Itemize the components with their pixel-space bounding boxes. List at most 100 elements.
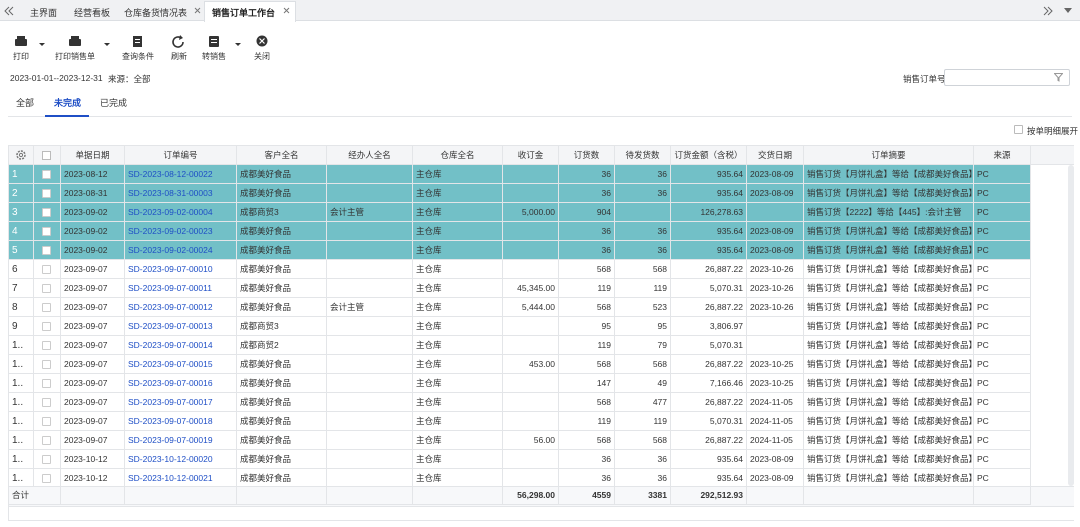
scrollbar[interactable]: [1068, 165, 1074, 486]
checkbox[interactable]: [42, 379, 51, 388]
toolbar-button[interactable]: 刷新: [171, 52, 187, 61]
table-cell: 主仓库: [413, 393, 503, 412]
toolbar-icons: [15, 35, 268, 48]
table-cell: 2023-10-25: [747, 374, 804, 393]
order-link[interactable]: SD-2023-10-12-00020: [125, 450, 237, 469]
toolbar-button[interactable]: 关闭: [254, 52, 270, 61]
close-tab[interactable]: [283, 7, 290, 14]
table-cell: 904: [559, 203, 615, 222]
table-cell: 2023-09-02: [61, 222, 125, 241]
sub-tab[interactable]: 未完成: [54, 98, 82, 108]
order-link[interactable]: SD-2023-09-07-00019: [125, 431, 237, 450]
checkbox[interactable]: [42, 398, 51, 407]
tab-menu[interactable]: [1064, 8, 1072, 14]
table-cell: 成都商贸2: [237, 336, 327, 355]
toolbar-button[interactable]: 查询条件: [122, 52, 154, 61]
row-checkbox-cell: [34, 393, 61, 412]
checkbox[interactable]: [42, 189, 51, 198]
table-cell: 主仓库: [413, 336, 503, 355]
table-cell: PC: [974, 222, 1031, 241]
checkbox[interactable]: [42, 322, 51, 331]
sub-tab[interactable]: 全部: [16, 98, 35, 108]
table-cell: 935.64: [671, 184, 747, 203]
order-link[interactable]: SD-2023-09-07-00010: [125, 260, 237, 279]
toolbar-button[interactable]: 打印销售单: [55, 52, 95, 61]
checkbox[interactable]: [42, 208, 51, 217]
table-cell: 49: [615, 374, 671, 393]
checkbox[interactable]: [42, 246, 51, 255]
close-tab[interactable]: [194, 7, 201, 14]
order-link[interactable]: SD-2023-09-07-00011: [125, 279, 237, 298]
checkbox[interactable]: [42, 170, 51, 179]
search-input[interactable]: [944, 69, 1070, 86]
table-cell: 2023-09-02: [61, 241, 125, 260]
column-header: 订货金额（含税）: [671, 146, 747, 165]
table-cell: [327, 393, 413, 412]
row-checkbox-cell: [34, 279, 61, 298]
scroll-left[interactable]: [4, 6, 14, 16]
total-cell: [974, 486, 1031, 505]
order-link[interactable]: SD-2023-09-07-00016: [125, 374, 237, 393]
table-cell: 主仓库: [413, 203, 503, 222]
table-cell: [327, 374, 413, 393]
tab[interactable]: 销售订单工作台: [212, 8, 276, 18]
expand-checkbox[interactable]: [1014, 125, 1023, 134]
order-link[interactable]: SD-2023-09-07-00018: [125, 412, 237, 431]
checkbox[interactable]: [42, 436, 51, 445]
order-link[interactable]: SD-2023-09-02-00023: [125, 222, 237, 241]
order-link[interactable]: SD-2023-09-07-00015: [125, 355, 237, 374]
table-cell: 36: [559, 241, 615, 260]
table-cell: 935.64: [671, 165, 747, 184]
row-number: 1..: [9, 450, 34, 469]
table-cell: 主仓库: [413, 374, 503, 393]
table-cell: 2023-10-26: [747, 260, 804, 279]
toolbar-button[interactable]: 转销售: [202, 52, 226, 61]
table-cell: [503, 184, 559, 203]
table-cell: 2023-10-26: [747, 298, 804, 317]
sub-tab[interactable]: 已完成: [100, 98, 128, 108]
checkbox[interactable]: [42, 303, 51, 312]
order-link[interactable]: SD-2023-09-07-00014: [125, 336, 237, 355]
row-checkbox-cell: [34, 222, 61, 241]
checkbox[interactable]: [42, 341, 51, 350]
checkbox[interactable]: [42, 417, 51, 426]
row-checkbox-cell: [34, 203, 61, 222]
row-number: 2: [9, 184, 34, 203]
tab[interactable]: 经营看板: [74, 8, 111, 18]
checkbox[interactable]: [42, 455, 51, 464]
checkbox[interactable]: [42, 474, 51, 483]
table-cell: 935.64: [671, 450, 747, 469]
tab[interactable]: 主界面: [30, 8, 58, 18]
filter-icon[interactable]: [1054, 73, 1063, 82]
scroll-right[interactable]: [1043, 6, 1053, 16]
column-header: 订货数: [559, 146, 615, 165]
table-cell: 119: [559, 279, 615, 298]
order-link[interactable]: SD-2023-09-07-00013: [125, 317, 237, 336]
order-link[interactable]: SD-2023-09-07-00017: [125, 393, 237, 412]
table-cell: 3,806.97: [671, 317, 747, 336]
checkbox[interactable]: [42, 265, 51, 274]
row-checkbox-cell: [34, 317, 61, 336]
settings-icon[interactable]: [15, 149, 27, 161]
table-cell: 2023-09-07: [61, 260, 125, 279]
checkbox[interactable]: [42, 360, 51, 369]
table-cell: PC: [974, 298, 1031, 317]
table-cell: 会计主管: [327, 298, 413, 317]
order-link[interactable]: SD-2023-09-02-00024: [125, 241, 237, 260]
order-link[interactable]: SD-2023-08-31-00003: [125, 184, 237, 203]
order-link[interactable]: SD-2023-09-02-00004: [125, 203, 237, 222]
table-cell: 销售订货【月饼礼盒】等给【成都美好食品】：: [804, 450, 974, 469]
table-cell: PC: [974, 374, 1031, 393]
table-cell: 成都美好食品: [237, 241, 327, 260]
row-checkbox-cell: [34, 450, 61, 469]
tab[interactable]: 仓库备货情况表: [124, 8, 188, 18]
checkbox[interactable]: [42, 284, 51, 293]
checkbox[interactable]: [42, 151, 51, 160]
active-underline: [45, 115, 89, 117]
checkbox[interactable]: [42, 227, 51, 236]
table-cell: [503, 374, 559, 393]
order-link[interactable]: SD-2023-09-07-00012: [125, 298, 237, 317]
toolbar-button[interactable]: 打印: [13, 52, 29, 61]
table-cell: 2024-11-05: [747, 431, 804, 450]
order-link[interactable]: SD-2023-08-12-00022: [125, 165, 237, 184]
